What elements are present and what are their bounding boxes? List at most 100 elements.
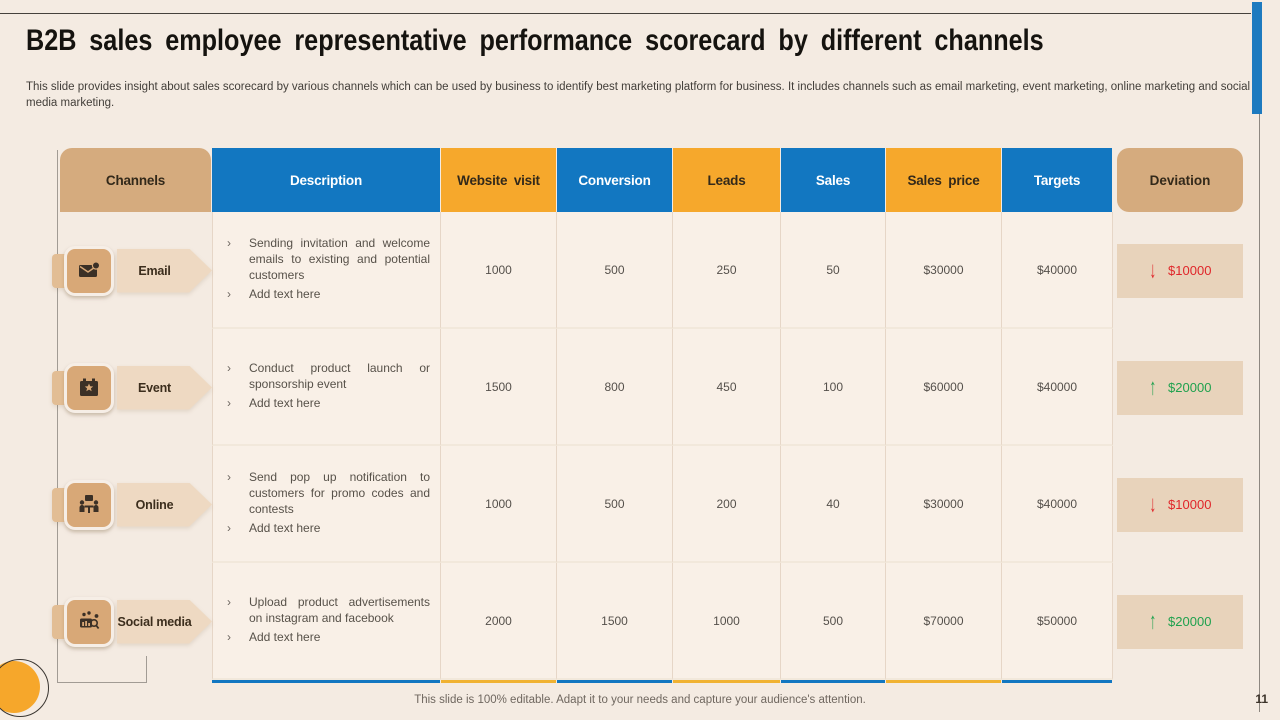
accent-bar bbox=[1252, 2, 1262, 114]
subtitle: This slide provides insight about sales … bbox=[26, 81, 1251, 110]
website-visit-cell: 1000 bbox=[441, 212, 557, 329]
channel-label: Email bbox=[117, 248, 212, 293]
bottom-strip bbox=[886, 680, 1001, 683]
bullet-text: Sending invitation and welcome emails to… bbox=[249, 236, 430, 282]
website-visit-cell: 1500 bbox=[441, 329, 557, 446]
bullet-marker: › bbox=[227, 629, 231, 644]
leads-cell: 200 bbox=[673, 446, 781, 563]
bullet-item: › Conduct product launch or sponsorship e… bbox=[227, 361, 430, 393]
page-title: B2B sales employee representative perfor… bbox=[26, 24, 1044, 57]
conversion-cell: 500 bbox=[557, 446, 673, 563]
sales-price-cell: $70000 bbox=[886, 563, 1002, 680]
social-media-icon bbox=[64, 596, 114, 647]
deviation-row: ↓ $10000 bbox=[1117, 446, 1243, 563]
email-icon bbox=[64, 245, 114, 296]
arrow-down-icon: ↓ bbox=[1148, 257, 1156, 284]
channel-cell-social-media: Social media bbox=[52, 563, 212, 680]
channel-label: Event bbox=[117, 365, 212, 410]
conversion-cell: 1500 bbox=[557, 563, 673, 680]
bullet-marker: › bbox=[227, 286, 231, 301]
channel-label: Online bbox=[117, 482, 212, 527]
arrow-up-icon: ↑ bbox=[1148, 608, 1156, 635]
column-header-channels: Channels bbox=[60, 148, 212, 212]
targets-cell: $40000 bbox=[1002, 212, 1113, 329]
bottom-strip bbox=[1002, 680, 1112, 683]
bullet-text: Upload product advertisements on instagr… bbox=[249, 595, 430, 626]
deviation-badge: ↑ $20000 bbox=[1117, 594, 1243, 649]
online-icon bbox=[64, 479, 114, 530]
description-cell: › Conduct product launch or sponsorship e… bbox=[212, 329, 441, 446]
website-visit-cell: 2000 bbox=[441, 563, 557, 680]
deviation-badge: ↓ $10000 bbox=[1117, 243, 1243, 298]
sales-cell: 40 bbox=[781, 446, 886, 563]
channel-cell-online: Online bbox=[52, 446, 212, 563]
bottom-strip bbox=[441, 680, 556, 683]
bottom-strip bbox=[60, 680, 211, 683]
sales-price-cell: $30000 bbox=[886, 446, 1002, 563]
channel-badge: Email bbox=[52, 245, 212, 296]
footer-note: This slide is 100% editable. Adapt it to… bbox=[414, 694, 866, 706]
bullet-text: Add text here bbox=[249, 520, 321, 535]
bullet-item: › Add text here bbox=[227, 630, 430, 646]
bottom-strip bbox=[673, 680, 780, 683]
bullet-item: › Add text here bbox=[227, 396, 430, 412]
bullet-item: › Sending invitation and welcome emails t… bbox=[227, 236, 430, 283]
bullet-marker: › bbox=[227, 470, 231, 485]
arrow-up-icon: ↑ bbox=[1148, 374, 1156, 401]
sales-cell: 500 bbox=[781, 563, 886, 680]
sales-price-cell: $60000 bbox=[886, 329, 1002, 446]
column-header-website-visit: Website visit bbox=[441, 148, 557, 212]
conversion-cell: 500 bbox=[557, 212, 673, 329]
sales-cell: 50 bbox=[781, 212, 886, 329]
bottom-strip bbox=[781, 680, 885, 683]
channel-cell-email: Email bbox=[52, 212, 212, 329]
deviation-column: Deviation ↓ $10000 ↑ $20000 ↓ $10000 ↑ $… bbox=[1117, 148, 1243, 680]
targets-cell: $50000 bbox=[1002, 563, 1113, 680]
deviation-row: ↑ $20000 bbox=[1117, 563, 1243, 680]
conversion-cell: 800 bbox=[557, 329, 673, 446]
bullet-text: Send pop up notification to customers fo… bbox=[249, 470, 430, 516]
leads-cell: 1000 bbox=[673, 563, 781, 680]
bullet-text: Add text here bbox=[249, 395, 321, 410]
targets-cell: $40000 bbox=[1002, 329, 1113, 446]
event-icon bbox=[64, 362, 114, 413]
leads-cell: 450 bbox=[673, 329, 781, 446]
column-header-sales: Sales bbox=[781, 148, 886, 212]
deviation-amount: $20000 bbox=[1168, 614, 1212, 629]
bullet-marker: › bbox=[227, 361, 231, 376]
deviation-row: ↑ $20000 bbox=[1117, 329, 1243, 446]
bullet-text: Add text here bbox=[249, 286, 321, 301]
column-header-description: Description bbox=[212, 148, 441, 212]
column-header-deviation: Deviation bbox=[1117, 148, 1243, 212]
bullet-marker: › bbox=[227, 595, 231, 610]
column-header-targets: Targets bbox=[1002, 148, 1113, 212]
bullet-marker: › bbox=[227, 236, 231, 251]
deviation-amount: $10000 bbox=[1168, 263, 1212, 278]
channel-badge: Event bbox=[52, 362, 212, 413]
website-visit-cell: 1000 bbox=[441, 446, 557, 563]
leads-cell: 250 bbox=[673, 212, 781, 329]
bullet-item: › Add text here bbox=[227, 287, 430, 303]
bottom-strip bbox=[212, 680, 440, 683]
targets-cell: $40000 bbox=[1002, 446, 1113, 563]
description-cell: › Upload product advertisements on instag… bbox=[212, 563, 441, 680]
deviation-badge: ↑ $20000 bbox=[1117, 360, 1243, 415]
scorecard-table: Channels Description Website visit Conve… bbox=[52, 148, 1113, 683]
corner-circle-ring bbox=[0, 659, 49, 717]
description-cell: › Send pop up notification to customers f… bbox=[212, 446, 441, 563]
bullet-marker: › bbox=[227, 520, 231, 535]
deviation-amount: $20000 bbox=[1168, 380, 1212, 395]
channel-badge: Online bbox=[52, 479, 212, 530]
deviation-row: ↓ $10000 bbox=[1117, 212, 1243, 329]
deviation-badge: ↓ $10000 bbox=[1117, 477, 1243, 532]
page-number: 11 bbox=[1255, 692, 1268, 706]
sales-price-cell: $30000 bbox=[886, 212, 1002, 329]
channel-label: Social media bbox=[117, 599, 212, 644]
column-header-conversion: Conversion bbox=[557, 148, 673, 212]
bullet-text: Add text here bbox=[249, 629, 321, 644]
channels-frame bbox=[57, 150, 146, 683]
channel-badge: Social media bbox=[52, 596, 212, 647]
bullet-item: › Add text here bbox=[227, 521, 430, 537]
top-rule bbox=[0, 13, 1251, 14]
